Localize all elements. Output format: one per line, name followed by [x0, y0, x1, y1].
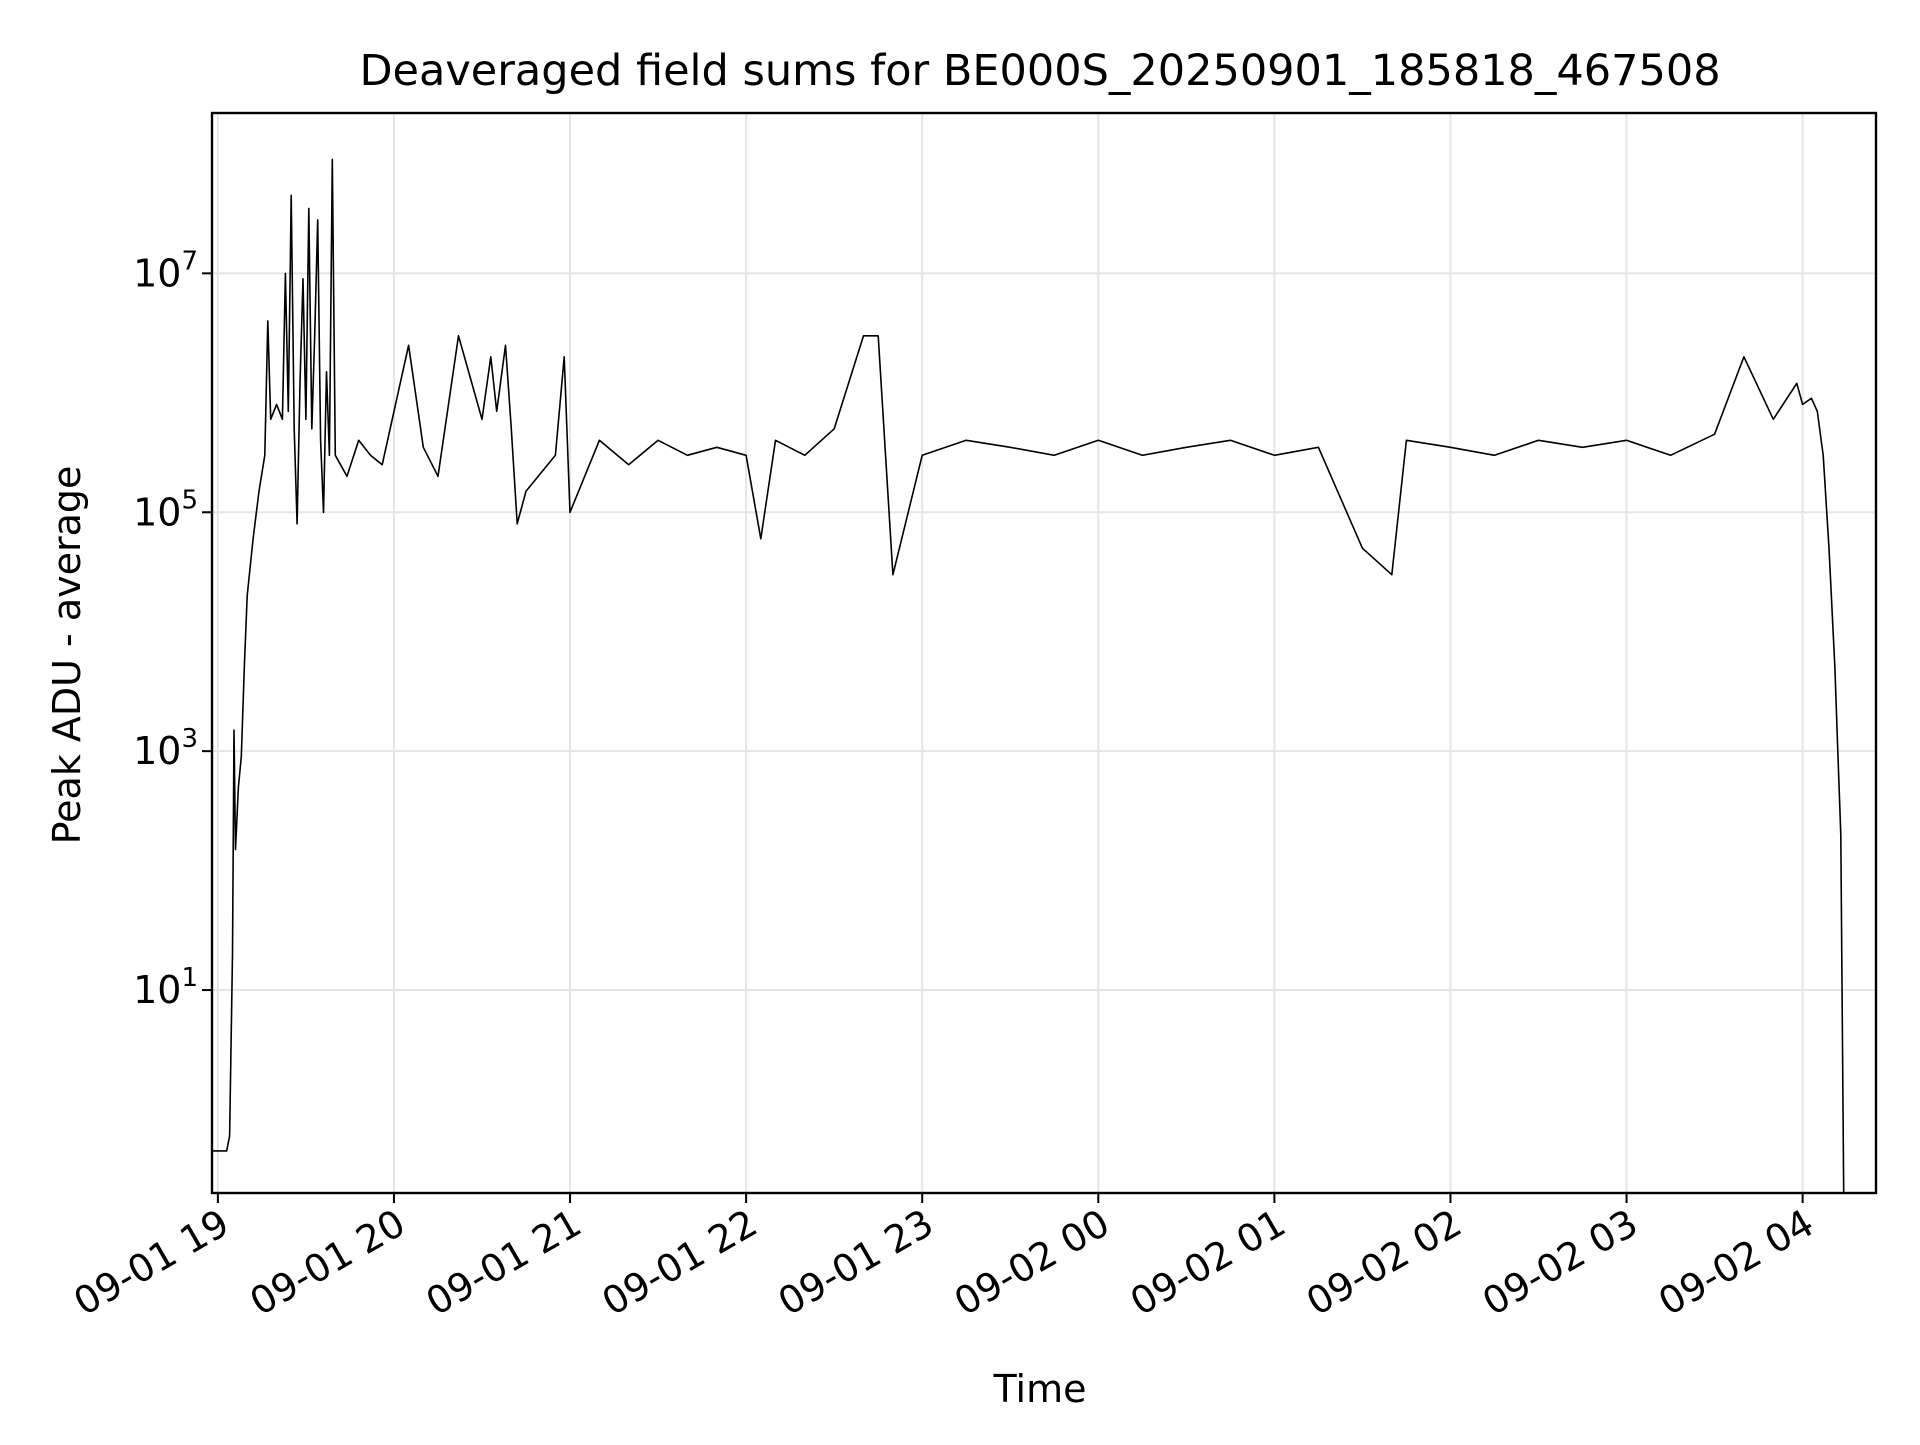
- y-tick-label: 101: [133, 963, 198, 1012]
- series-line: [212, 158, 1845, 1194]
- y-tick-base: 10: [133, 729, 181, 773]
- x-axis-label: Time: [993, 1367, 1087, 1411]
- grid-lines: [212, 113, 1876, 1193]
- y-tick-label: 103: [133, 724, 198, 773]
- y-tick-exponent: 7: [181, 246, 198, 276]
- y-tick-base: 10: [133, 251, 181, 295]
- y-axis-label: Peak ADU - average: [45, 466, 89, 845]
- y-tick-exponent: 1: [181, 963, 198, 993]
- series-layer: [212, 158, 1845, 1194]
- plot-frame: [210, 111, 1878, 1195]
- chart-title: Deaveraged field sums for BE000S_2025090…: [359, 46, 1720, 96]
- y-tick-exponent: 3: [181, 724, 198, 754]
- y-tick-base: 10: [133, 490, 181, 534]
- y-tick-label: 107: [133, 246, 198, 295]
- y-tick-label: 105: [133, 485, 198, 534]
- y-tick-exponent: 5: [181, 485, 198, 515]
- y-tick-base: 10: [133, 968, 181, 1012]
